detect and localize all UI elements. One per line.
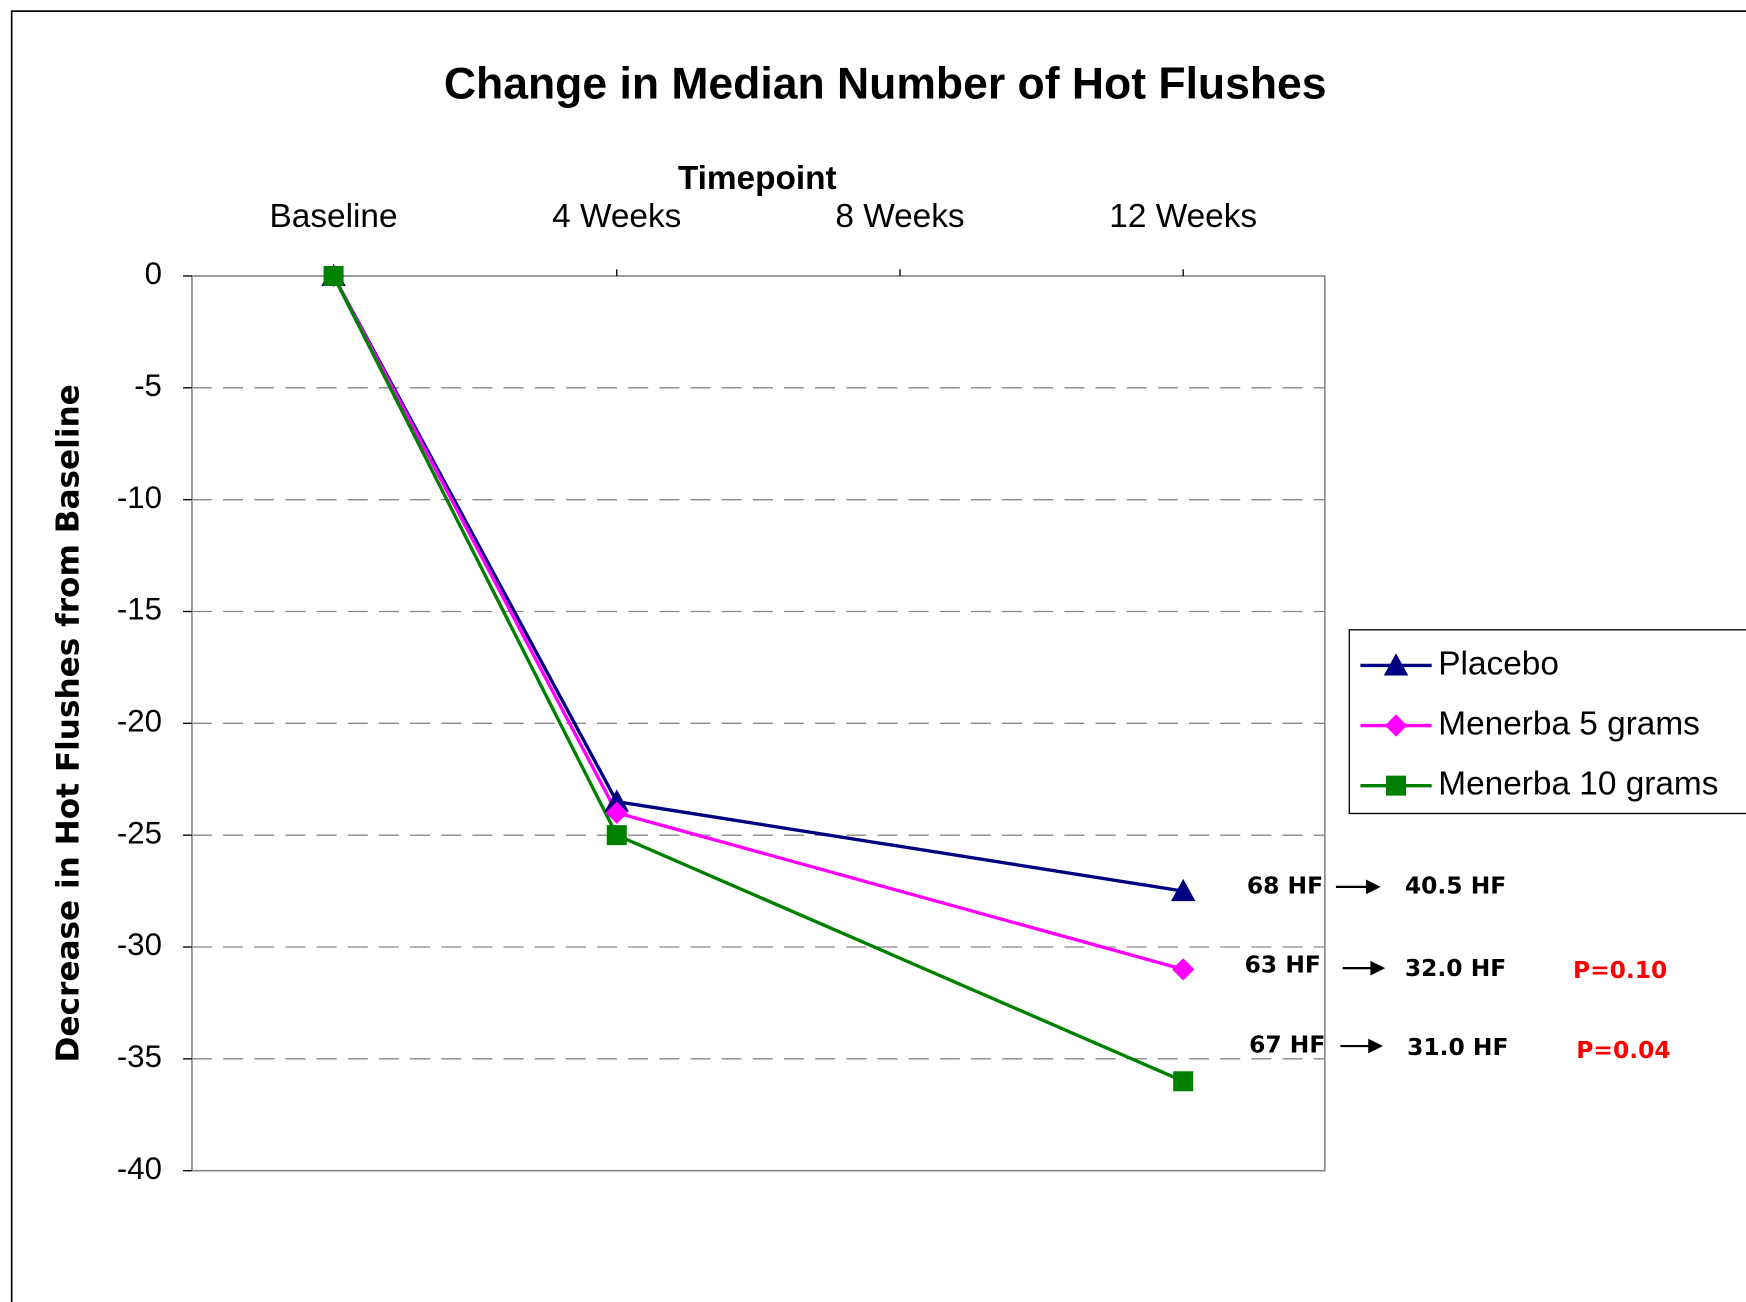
x-tick-label: Baseline <box>270 198 398 235</box>
legend-marker <box>1386 775 1407 796</box>
legend-marker <box>1384 714 1408 737</box>
legend-box <box>1348 629 1746 815</box>
marker <box>1173 1071 1194 1092</box>
y-tick-label: -20 <box>117 704 162 739</box>
legend-marker <box>1383 653 1409 676</box>
x-tick-label: 12 Weeks <box>1109 198 1257 235</box>
marker <box>606 825 627 846</box>
y-tick-label: -15 <box>117 592 162 627</box>
y-tick-label: -40 <box>117 1151 162 1186</box>
y-tick-label: -25 <box>117 815 162 850</box>
y-axis-label: Decrease in Hot Flushes from Baseline <box>51 384 87 1062</box>
y-tick-label: -35 <box>117 1039 162 1074</box>
x-tick-label: 4 Weeks <box>552 198 681 235</box>
annotation-to: 31.0 HF <box>1407 1033 1508 1061</box>
annotation-p: P=0.10 <box>1573 956 1667 984</box>
legend-label: Menerba 5 grams <box>1438 705 1700 742</box>
x-axis-label: Timepoint <box>678 160 837 197</box>
legend-label: Menerba 10 grams <box>1438 765 1718 802</box>
annotation-arrows <box>1335 879 1386 1054</box>
y-tick-label: 0 <box>145 256 162 291</box>
annotation-from: 67 HF <box>1249 1031 1325 1059</box>
chart-title: Change in Median Number of Hot Flushes <box>444 60 1327 109</box>
y-tick-label: -10 <box>117 480 162 515</box>
annotation-from: 68 HF <box>1247 871 1323 899</box>
annotation-to: 40.5 HF <box>1405 871 1506 899</box>
annotation-p: P=0.04 <box>1576 1036 1670 1064</box>
y-tick-label: -5 <box>134 368 162 403</box>
marker <box>1170 878 1196 902</box>
annotation-to: 32.0 HF <box>1405 954 1506 982</box>
legend-label: Placebo <box>1438 645 1559 682</box>
x-tick-label: 8 Weeks <box>835 198 964 235</box>
marker <box>604 789 630 812</box>
marker <box>323 265 344 286</box>
y-tick-label: -30 <box>117 927 162 962</box>
annotation-from: 63 HF <box>1245 950 1321 978</box>
